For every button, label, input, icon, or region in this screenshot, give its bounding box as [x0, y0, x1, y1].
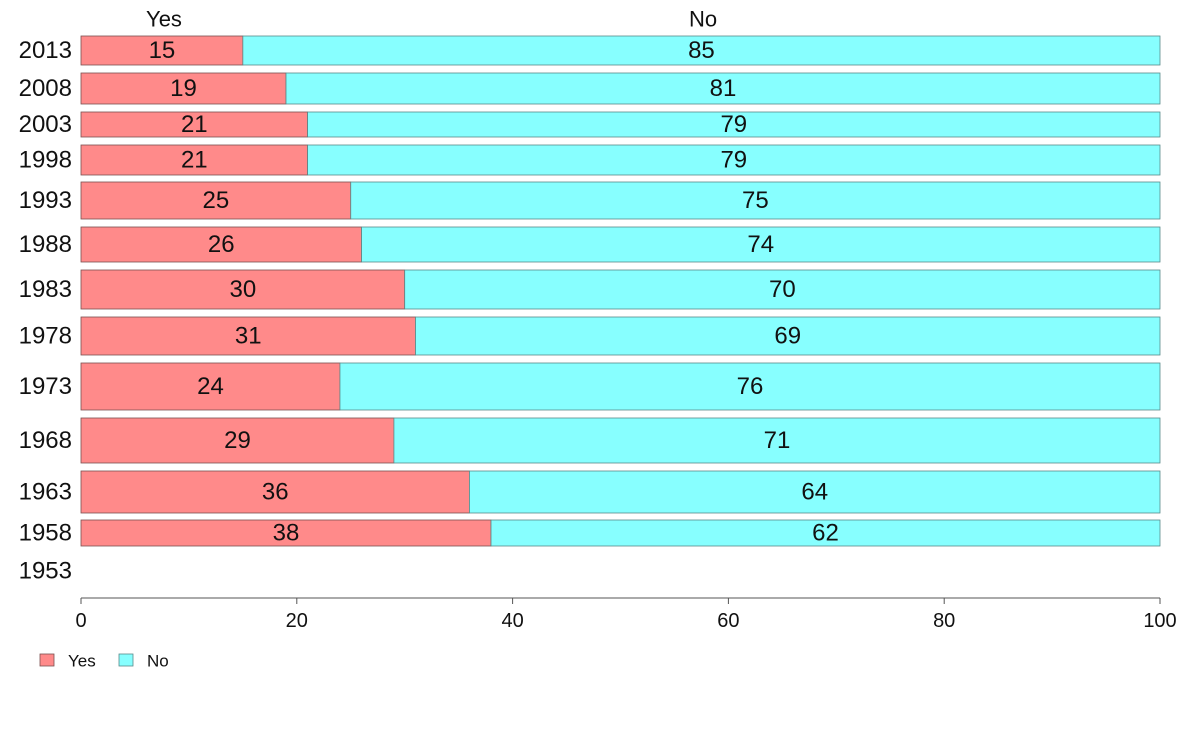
value-label-yes-1978: 31	[235, 323, 262, 350]
bar-no-1983	[404, 269, 1161, 310]
value-label-yes-1973: 24	[197, 373, 224, 400]
category-label-1978: 1978	[19, 323, 72, 350]
legend-label-yes: Yes	[68, 652, 96, 671]
bar-no-1963	[469, 470, 1161, 514]
value-label-no-2008: 81	[710, 75, 737, 102]
legend-label-no: No	[147, 652, 169, 671]
category-label-1973: 1973	[19, 373, 72, 400]
bar-yes-1973	[80, 362, 341, 411]
bar-no-1988	[361, 226, 1161, 263]
x-axis: 0 20 40 60 80 100	[75, 597, 1177, 632]
bar-no-1958	[490, 519, 1161, 547]
value-label-no-2013: 85	[688, 37, 715, 64]
bar-yes-1993	[80, 181, 352, 220]
value-label-no-1963: 64	[801, 479, 828, 506]
legend: Yes No	[39, 652, 169, 671]
category-label-1983: 1983	[19, 276, 72, 303]
value-label-yes-2013: 15	[149, 37, 176, 64]
category-label-1953: 1953	[19, 558, 72, 585]
value-label-yes-1998: 21	[181, 147, 208, 174]
x-tick-label-40: 40	[501, 610, 523, 632]
value-label-yes-1963: 36	[262, 479, 289, 506]
category-label-1958: 1958	[19, 520, 72, 547]
bar-yes-2013	[80, 35, 244, 66]
bar-no-2013	[242, 35, 1161, 66]
value-label-yes-1968: 29	[224, 427, 251, 454]
value-label-no-2003: 79	[720, 111, 747, 138]
category-label-2008: 2008	[19, 75, 72, 102]
column-header-no: No	[689, 7, 717, 32]
bar-yes-2003	[80, 111, 308, 138]
bar-yes-1968	[80, 417, 395, 464]
value-label-no-1993: 75	[742, 187, 769, 214]
category-label-1968: 1968	[19, 427, 72, 454]
bar-no-1973	[339, 362, 1161, 411]
value-label-yes-1983: 30	[229, 276, 256, 303]
value-label-yes-1988: 26	[208, 231, 235, 258]
x-tick-label-80: 80	[933, 610, 955, 632]
value-label-no-1973: 76	[737, 373, 764, 400]
x-tick-label-0: 0	[75, 610, 86, 632]
category-label-1963: 1963	[19, 479, 72, 506]
value-label-yes-1958: 38	[273, 520, 300, 547]
category-label-1993: 1993	[19, 187, 72, 214]
bar-yes-1998	[80, 144, 308, 176]
value-label-no-1958: 62	[812, 520, 839, 547]
bar-yes-1983	[80, 269, 406, 310]
legend-swatch-no	[118, 653, 134, 667]
value-label-yes-1993: 25	[203, 187, 230, 214]
bar-yes-1958	[80, 519, 492, 547]
column-header-yes: Yes	[146, 7, 182, 32]
value-label-no-1998: 79	[720, 147, 747, 174]
legend-swatch-yes	[39, 653, 55, 667]
bar-no-1978	[415, 316, 1161, 356]
value-label-no-1983: 70	[769, 276, 796, 303]
value-label-no-1978: 69	[774, 323, 801, 350]
category-label-1988: 1988	[19, 231, 72, 258]
column-headers: Yes No	[146, 7, 717, 32]
bar-no-2008	[285, 72, 1161, 105]
bar-yes-1963	[80, 470, 470, 514]
bar-no-1993	[350, 181, 1161, 220]
x-tick-label-20: 20	[286, 610, 308, 632]
bar-no-1998	[307, 144, 1161, 176]
category-label-1998: 1998	[19, 147, 72, 174]
bar-no-1968	[393, 417, 1161, 464]
bar-yes-2008	[80, 72, 287, 105]
bars: 15 85 19 81 21 79 21 79 25 75 26 74 30 70 31 69 24 76 29 71…	[80, 35, 1161, 547]
value-label-yes-2003: 21	[181, 111, 208, 138]
value-label-yes-2008: 19	[170, 75, 197, 102]
value-label-no-1968: 71	[764, 427, 791, 454]
category-label-2013: 2013	[19, 37, 72, 64]
bar-no-2003	[307, 111, 1161, 138]
category-labels: 2013 2008 2003 1998 1993 1988 1983 1978 1973 1968…	[19, 37, 72, 585]
category-label-2003: 2003	[19, 111, 72, 138]
x-tick-label-100: 100	[1143, 610, 1176, 632]
x-tick-label-60: 60	[717, 610, 739, 632]
value-label-no-1988: 74	[747, 231, 774, 258]
